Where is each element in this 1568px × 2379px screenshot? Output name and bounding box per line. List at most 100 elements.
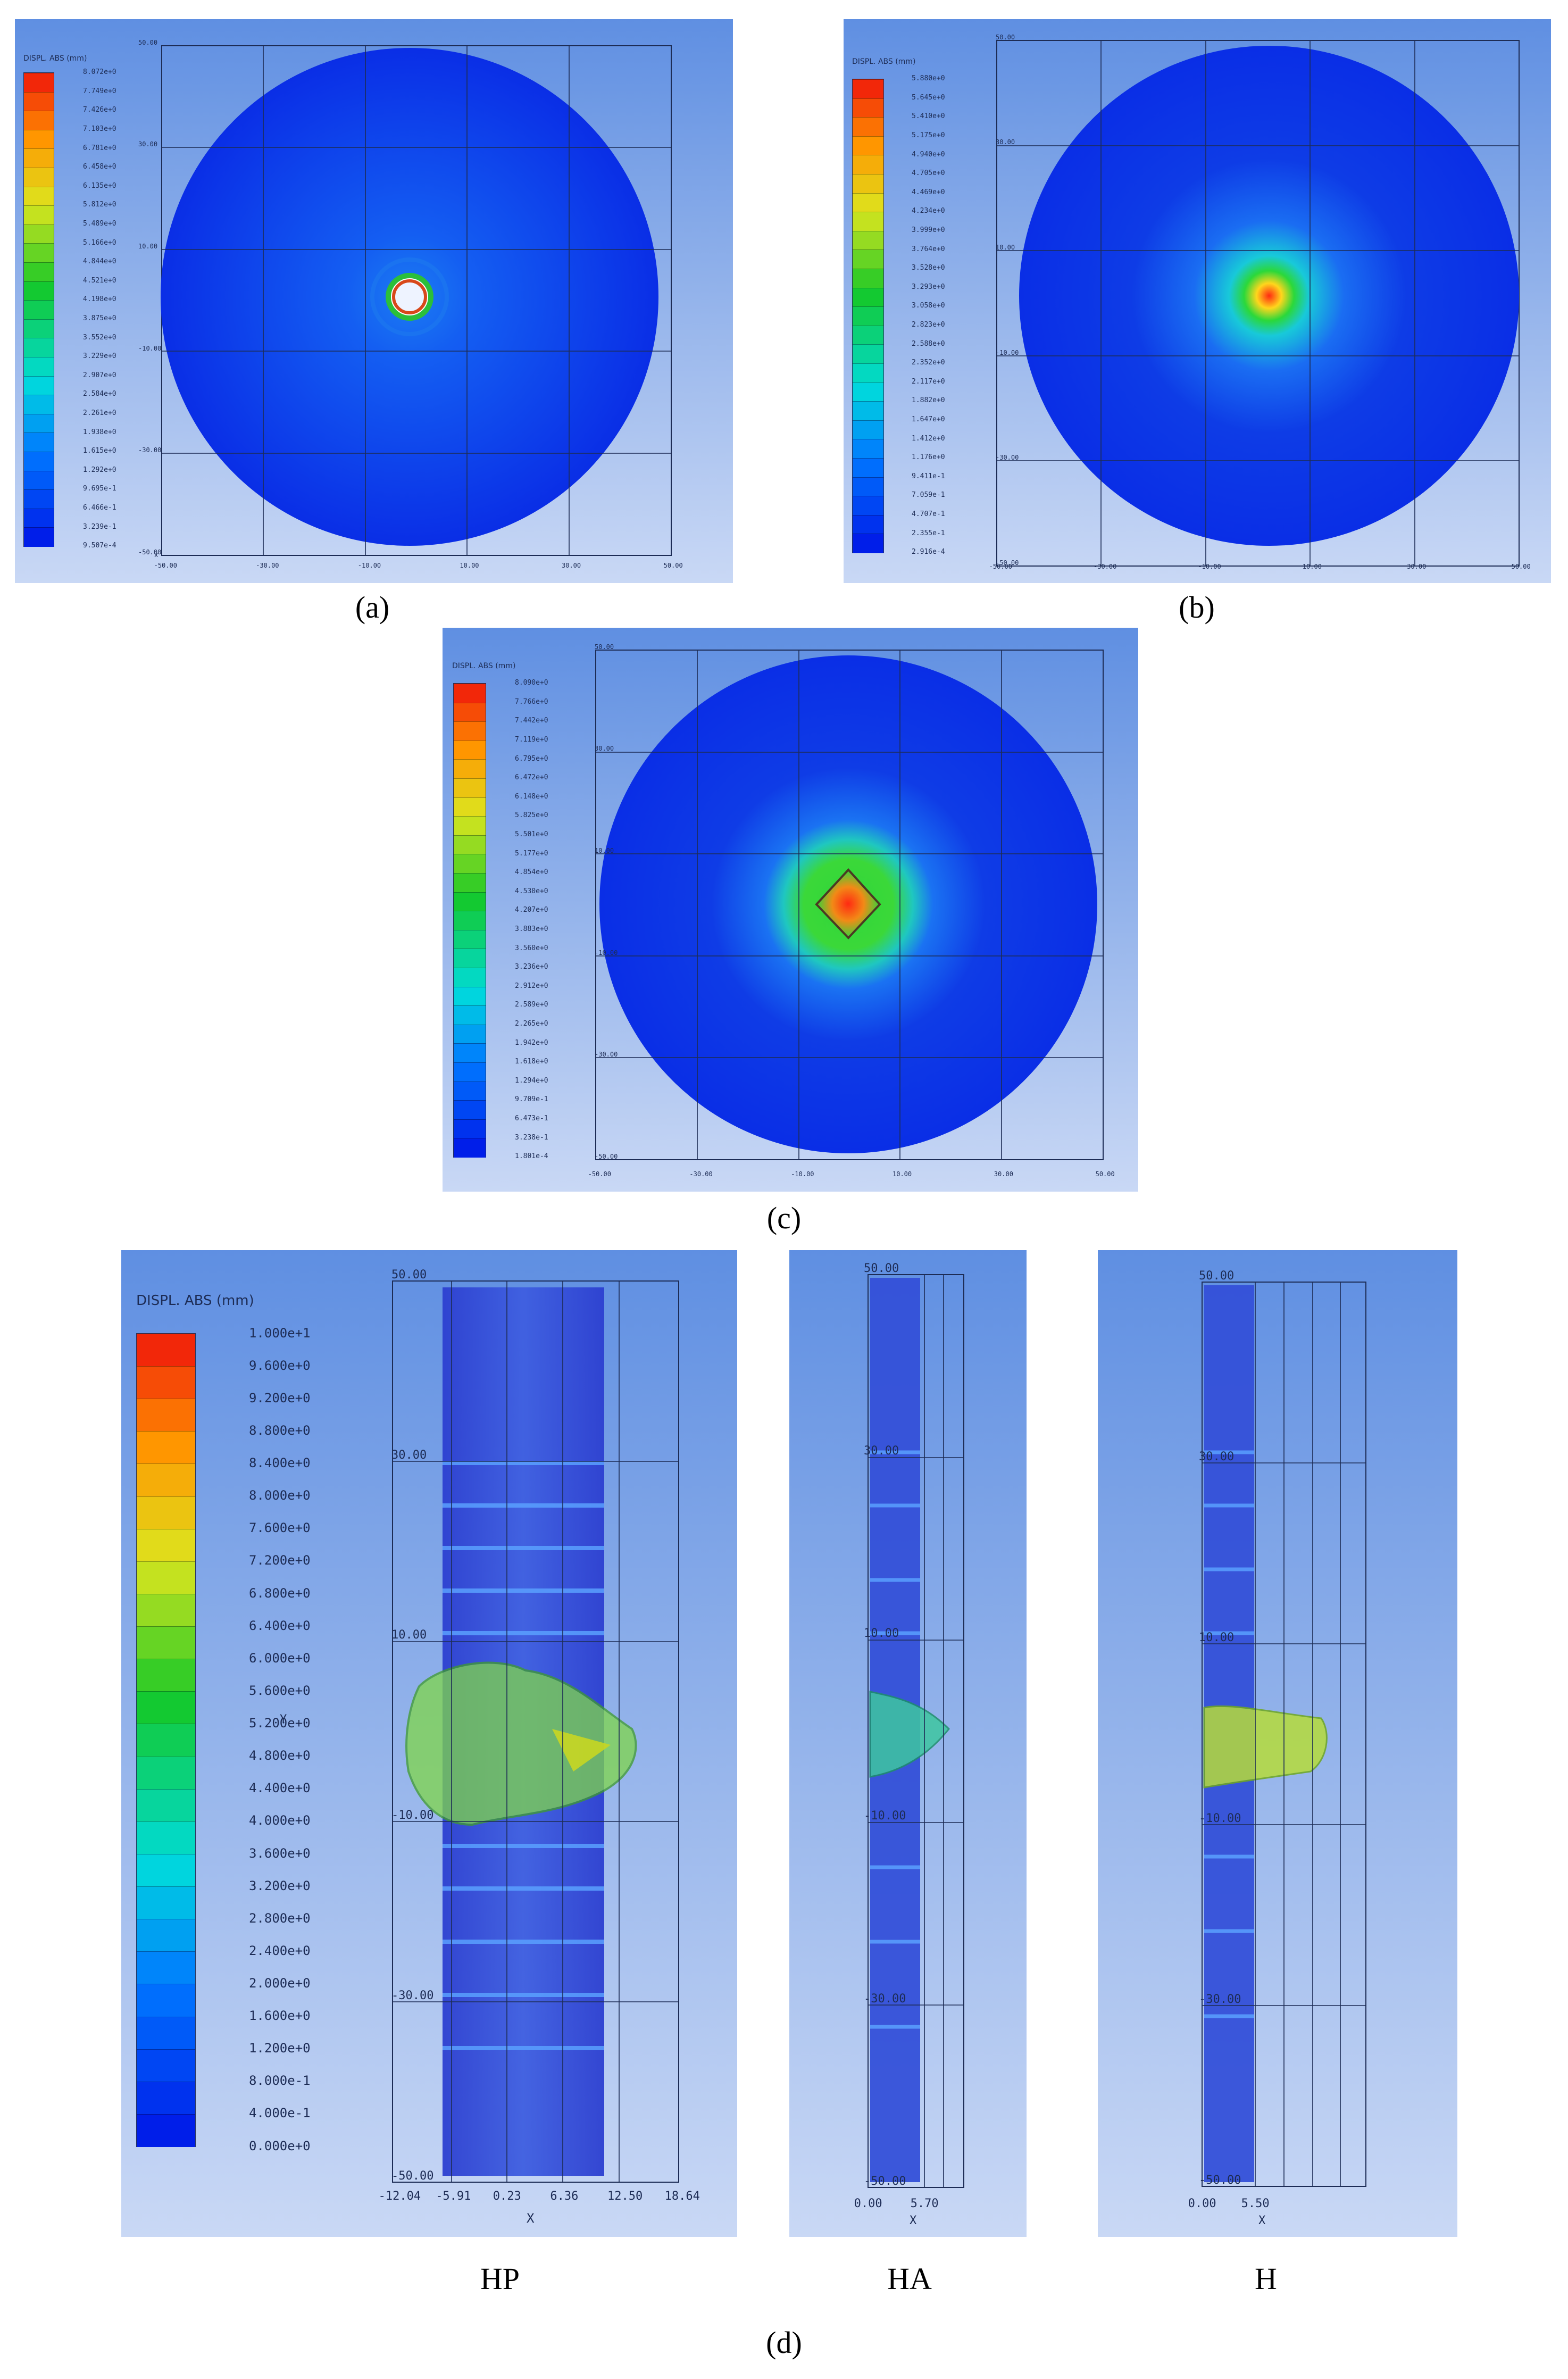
legend-color-step	[454, 1062, 486, 1082]
x-axis-label: X	[527, 2211, 535, 2226]
legend-color-step	[137, 1463, 195, 1497]
legend-value: 9.709e-1	[515, 1095, 548, 1104]
x-tick-label: -12.04	[378, 2190, 421, 2203]
legend-value: 8.090e+0	[515, 679, 548, 687]
caption-h: H	[1255, 2261, 1277, 2296]
legend-value: 4.854e+0	[515, 868, 548, 877]
legend-color-step	[24, 243, 54, 263]
legend-colorbar	[136, 1333, 196, 2147]
legend-value: 9.200e+0	[249, 1390, 311, 1405]
y-axis-label: Y	[280, 1713, 287, 1726]
legend-color-step	[454, 1119, 486, 1139]
legend-value: 2.355e-1	[912, 529, 945, 537]
legend-value: 8.000e-1	[249, 2073, 311, 2089]
caption-d: (d)	[766, 2325, 802, 2360]
legend-value: 8.000e+0	[249, 1488, 311, 1503]
legend-value: 7.442e+0	[515, 717, 548, 725]
legend-color-step	[454, 1081, 486, 1101]
legend-value: 1.200e+0	[249, 2041, 311, 2056]
legend-color-step	[24, 432, 54, 452]
legend-color-step	[137, 1821, 195, 1854]
legend-value: 4.000e-1	[249, 2106, 311, 2121]
panel-a: DISPL. ABS (mm) x 8.072e+0 7.749e+0 7.426e…	[15, 19, 733, 583]
legend-value: 6.800e+0	[249, 1585, 311, 1601]
grid-lines	[1202, 1282, 1366, 2186]
legend-value: 3.238e-1	[515, 1133, 548, 1142]
legend-value: 2.265e+0	[515, 1020, 548, 1028]
contour-plot	[595, 650, 1104, 1160]
legend-color-step	[24, 319, 54, 339]
legend-value: 6.472e+0	[515, 773, 548, 782]
legend-color-step	[24, 281, 54, 301]
legend-value: 3.883e+0	[515, 925, 548, 933]
y-tick-label: 10.00	[1199, 1631, 1235, 1644]
legend-value: 2.800e+0	[249, 1910, 311, 1926]
x-tick-label: 30.00	[994, 1170, 1013, 1178]
contour-plot	[161, 45, 672, 556]
legend-value: 9.695e-1	[83, 485, 116, 493]
legend-value: 3.058e+0	[912, 302, 945, 310]
legend-color-step	[24, 262, 54, 282]
legend-value: 8.072e+0	[83, 68, 116, 77]
y-tick-label: 10.00	[996, 244, 1015, 251]
legend-value: 6.135e+0	[83, 181, 116, 190]
y-tick-label: -10.00	[864, 1809, 906, 1823]
y-tick-label: 50.00	[138, 38, 158, 46]
y-tick-label: -50.00	[391, 2169, 434, 2183]
legend-color-step	[454, 892, 486, 912]
legend-value: 2.916e-4	[912, 548, 945, 556]
legend-value: 2.117e+0	[912, 377, 945, 386]
legend-colorbar	[852, 79, 884, 553]
legend-value: 5.645e+0	[912, 93, 945, 102]
legend-color-step	[853, 401, 883, 421]
legend-color-step	[853, 117, 883, 137]
x-tick-label: 0.00	[854, 2197, 882, 2210]
legend-color-step	[454, 854, 486, 874]
legend-color-step	[853, 136, 883, 156]
legend-color-step	[137, 1659, 195, 1692]
legend-color-step	[454, 1138, 486, 1158]
legend-color-step	[853, 534, 883, 553]
legend-color-step	[853, 325, 883, 345]
deformation-side-view	[1202, 1282, 1366, 2187]
y-tick-label: -50.00	[1199, 2173, 1241, 2187]
legend-color-step	[853, 306, 883, 326]
legend-color-step	[853, 212, 883, 231]
y-tick-label: -30.00	[138, 446, 162, 454]
legend-color-step	[137, 1724, 195, 1757]
legend-color-step	[853, 477, 883, 497]
y-tick-label: 30.00	[595, 745, 614, 753]
legend-value: 5.177e+0	[515, 849, 548, 858]
legend-value: 4.705e+0	[912, 169, 945, 178]
y-tick-label: 50.00	[996, 33, 1015, 41]
legend-color-step	[454, 929, 486, 950]
legend-value: 4.940e+0	[912, 150, 945, 159]
legend-value: 1.647e+0	[912, 415, 945, 423]
x-axis-label: X	[910, 2214, 917, 2227]
y-tick-label: -50.00	[138, 548, 162, 556]
x-tick-label: 50.00	[1511, 563, 1531, 570]
x-tick-label: 10.00	[460, 562, 479, 569]
legend-value: 5.200e+0	[249, 1716, 311, 1731]
legend-value: 4.198e+0	[83, 295, 116, 304]
caption-a: (a)	[355, 590, 390, 625]
legend-color-step	[853, 382, 883, 402]
legend-value: 6.148e+0	[515, 792, 548, 801]
legend-color-step	[454, 797, 486, 817]
legend-value: 5.489e+0	[83, 220, 116, 228]
legend-color-step	[853, 287, 883, 307]
legend-value: 6.781e+0	[83, 144, 116, 152]
legend-color-step	[24, 357, 54, 377]
y-tick-label: -50.00	[595, 1152, 618, 1160]
legend-value: 8.400e+0	[249, 1455, 311, 1471]
legend-value: 6.000e+0	[249, 1650, 311, 1666]
legend-color-step	[24, 527, 54, 547]
legend-value: 6.400e+0	[249, 1618, 311, 1633]
legend-color-step	[454, 986, 486, 1006]
y-tick-label: 30.00	[996, 138, 1015, 146]
panel-d-hp: DISPL. ABS (mm) X Y 1.000e+1 9.600e+0 9.20…	[121, 1250, 737, 2237]
legend-color-step	[454, 1043, 486, 1063]
legend-color-step	[454, 873, 486, 893]
legend-color-step	[853, 98, 883, 118]
deformation-side-view	[392, 1280, 679, 2183]
